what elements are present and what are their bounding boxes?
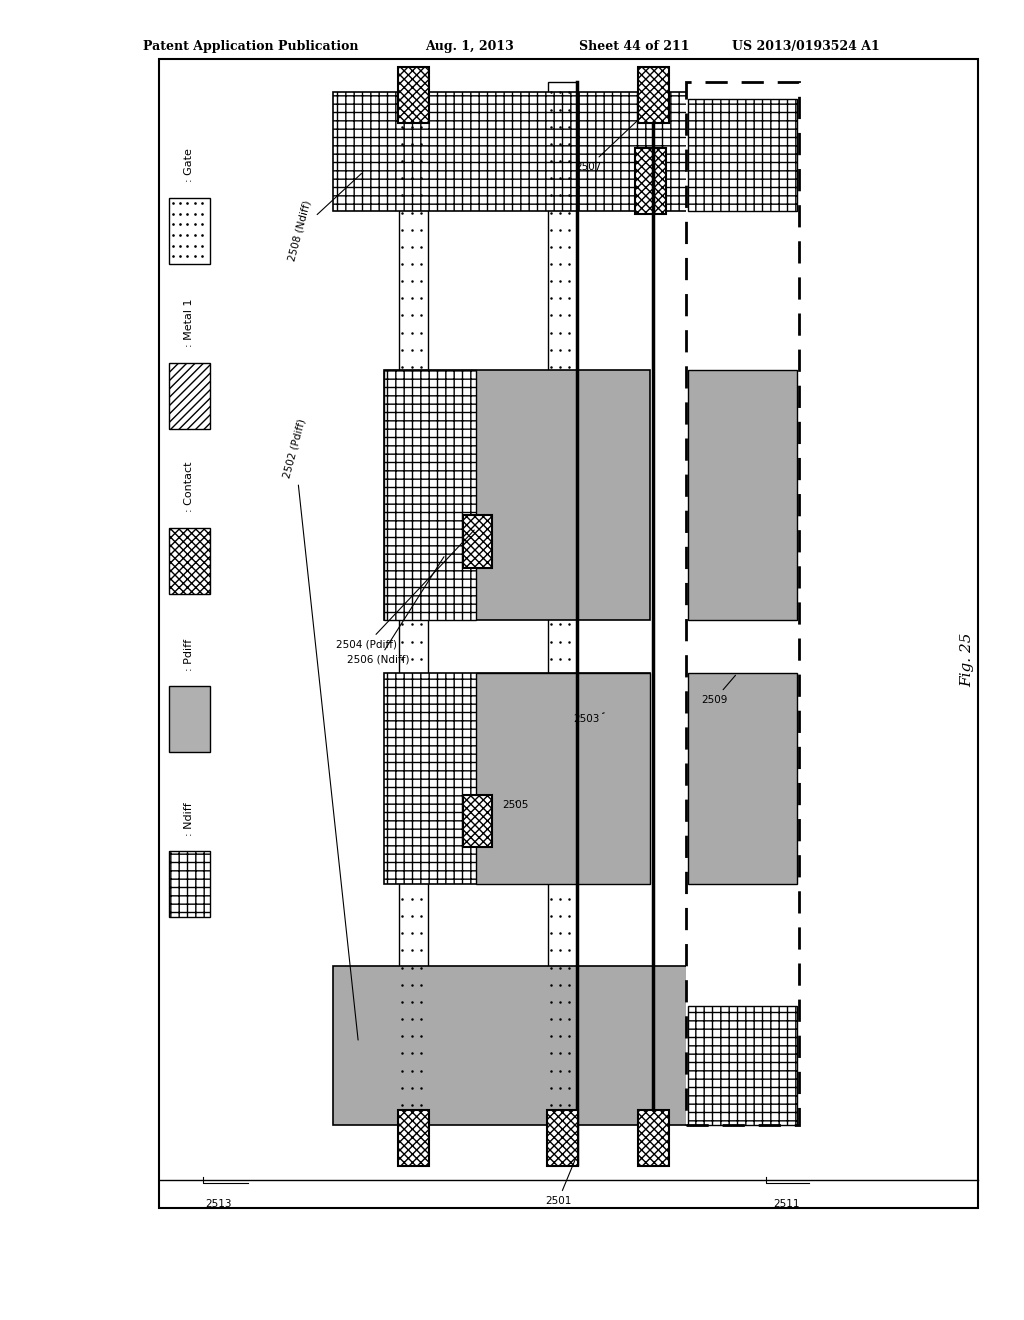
Text: 2507: 2507 [575, 107, 651, 172]
Text: US 2013/0193524 A1: US 2013/0193524 A1 [732, 40, 880, 53]
Text: 2505: 2505 [502, 800, 528, 810]
Bar [548, 82, 577, 1164]
Text: 2509: 2509 [701, 676, 735, 705]
Text: : Pdiff: : Pdiff [184, 639, 195, 671]
Bar [384, 673, 650, 884]
Bar [384, 370, 650, 620]
Text: : Metal 1: : Metal 1 [184, 298, 195, 347]
Text: : Ndiff: : Ndiff [184, 801, 195, 836]
Bar [547, 1110, 578, 1166]
Text: 2502 (Pdiff): 2502 (Pdiff) [282, 418, 358, 1040]
Bar [384, 370, 476, 620]
Text: 2501: 2501 [545, 1159, 575, 1206]
Bar [159, 59, 978, 1208]
Text: Fig. 25: Fig. 25 [961, 632, 975, 688]
Bar [688, 99, 797, 211]
Bar [635, 148, 666, 214]
Bar [169, 528, 210, 594]
Text: 2513: 2513 [205, 1199, 231, 1209]
Text: 2506 (Ndiff): 2506 (Ndiff) [347, 557, 444, 665]
Text: Patent Application Publication: Patent Application Publication [143, 40, 358, 53]
Text: Aug. 1, 2013: Aug. 1, 2013 [425, 40, 514, 53]
Bar [169, 851, 210, 917]
Bar [686, 82, 799, 1125]
Bar [463, 795, 492, 847]
Bar [333, 966, 691, 1125]
Bar [463, 515, 492, 568]
Bar [333, 92, 691, 211]
Text: : Contact: : Contact [184, 462, 195, 512]
Text: 2503: 2503 [573, 713, 604, 725]
Bar [398, 1110, 429, 1166]
Text: 2504 (Pdiff): 2504 (Pdiff) [336, 531, 474, 649]
Bar [398, 67, 429, 123]
Bar [686, 82, 799, 1125]
Bar [688, 1006, 797, 1125]
Text: : Gate: : Gate [184, 148, 195, 182]
Bar [688, 673, 797, 884]
Bar [169, 363, 210, 429]
Bar [688, 370, 797, 620]
Text: 2508 (Ndiff): 2508 (Ndiff) [287, 173, 361, 263]
Bar [169, 686, 210, 752]
Bar [169, 198, 210, 264]
Bar [399, 82, 428, 1164]
Text: Sheet 44 of 211: Sheet 44 of 211 [579, 40, 689, 53]
Bar [638, 1110, 669, 1166]
Text: 2511: 2511 [773, 1199, 800, 1209]
Bar [638, 67, 669, 123]
Bar [476, 673, 650, 884]
